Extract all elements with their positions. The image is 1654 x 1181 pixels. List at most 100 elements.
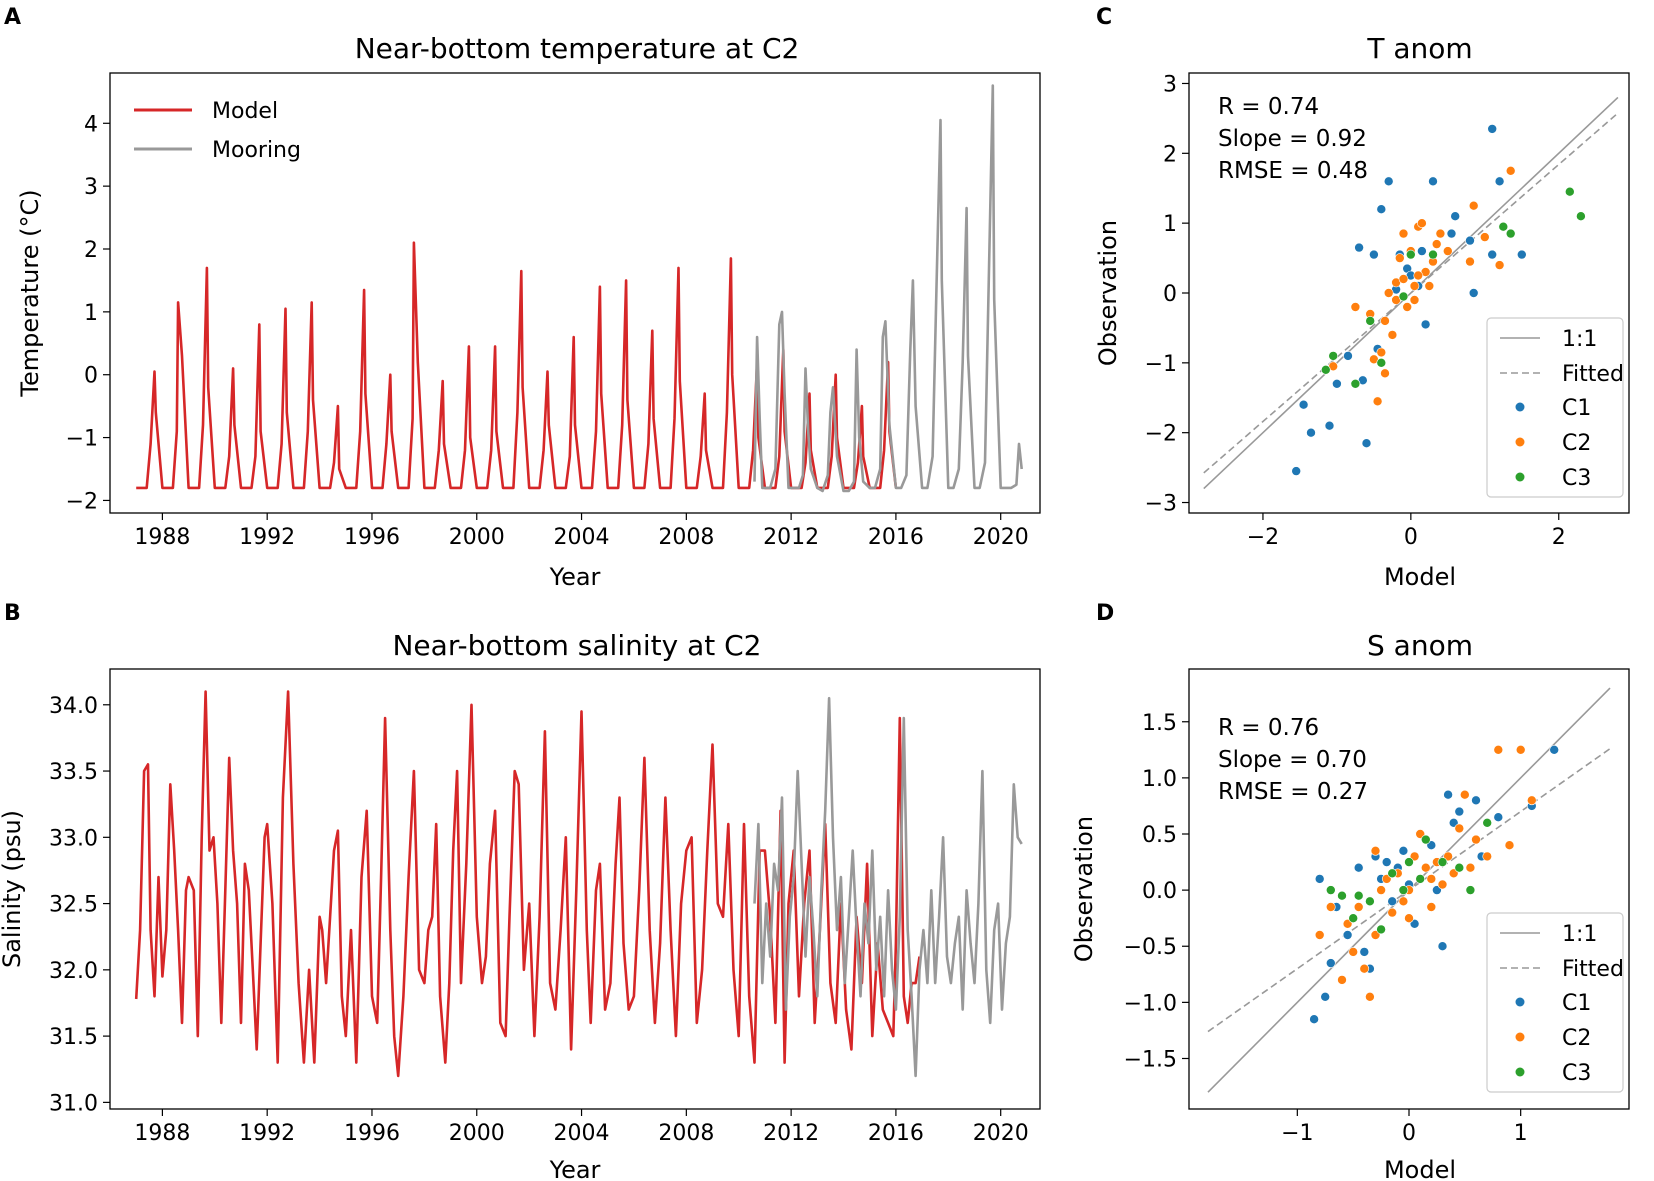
y-tick-label-d: −1.5 <box>1124 1047 1177 1072</box>
scatter-point-c1-d <box>1314 874 1325 884</box>
scatter-point-c2-d <box>1515 744 1526 755</box>
scatter-point-c1-d <box>1381 857 1392 867</box>
scatter-point-c2-c <box>1409 295 1420 305</box>
scatter-point-c1-c <box>1376 204 1387 214</box>
scatter-point-c2-d <box>1365 991 1375 1002</box>
one-to-one-line-c <box>1203 96 1619 490</box>
scatter-point-c3-c <box>1328 351 1338 361</box>
y-tick-label-b: 34.0 <box>49 694 98 719</box>
stats-box-c: R = 0.74 Slope = 0.92 RMSE = 0.48 <box>1218 94 1368 184</box>
scatter-point-c1-c <box>1332 378 1342 389</box>
scatter-point-c2-c <box>1465 256 1475 267</box>
x-tick-label-b: 2012 <box>763 1121 819 1146</box>
y-tick-label-b: 32.5 <box>49 893 98 918</box>
scatter-point-c2-c <box>1409 281 1420 291</box>
scatter-point-c2-c <box>1435 228 1446 239</box>
x-tick-label-b: 2020 <box>973 1121 1029 1146</box>
scatter-point-c2-d <box>1398 896 1409 907</box>
x-tick-label-d: 1 <box>1514 1121 1528 1146</box>
series-line-model-a <box>136 241 898 490</box>
y-tick-label-d: −0.5 <box>1124 935 1177 960</box>
scatter-point-c1-c <box>1383 176 1394 187</box>
scatter-point-c2-d <box>1409 851 1420 862</box>
stat-rmse-c: RMSE = 0.48 <box>1218 158 1368 184</box>
legend-box-d <box>1486 912 1624 1093</box>
stat-r-d: R = 0.76 <box>1218 715 1319 741</box>
y-tick-label-a: −2 <box>66 489 98 514</box>
scatter-point-c1-c <box>1446 228 1457 239</box>
y-tick-label-c: 0 <box>1163 282 1177 307</box>
x-tick-label-b: 2004 <box>554 1121 610 1146</box>
legend-c: 1:1 Fitted C1 C2 C3 <box>1486 317 1624 498</box>
series-layer-a <box>136 84 1023 493</box>
scatter-point-c1-c <box>1450 211 1460 221</box>
x-tick-label-b: 1996 <box>344 1121 400 1146</box>
legend-label-fitted-d: Fitted <box>1562 957 1624 982</box>
y-tick-label-c: 3 <box>1163 72 1177 97</box>
scatter-point-c3-c <box>1321 364 1331 375</box>
scatter-point-c3-d <box>1387 868 1397 879</box>
y-tick-label-c: 1 <box>1163 212 1177 237</box>
legend-marker-c3-c <box>1515 472 1525 482</box>
legend-box-c <box>1486 317 1624 498</box>
x-tick-label-d: 0 <box>1402 1121 1416 1146</box>
scatter-point-c2-d <box>1443 851 1453 862</box>
scatter-point-c1-c <box>1487 124 1497 134</box>
x-tick-label-b: 2008 <box>658 1121 714 1146</box>
scatter-point-c1-c <box>1306 427 1316 438</box>
scatter-point-c1-d <box>1309 1014 1319 1025</box>
x-tick-label-a: 1988 <box>134 525 190 550</box>
panel-letter-d: D <box>1096 601 1114 626</box>
scatter-point-c1-c <box>1428 176 1438 187</box>
scatter-point-c2-d <box>1370 845 1381 856</box>
scatter-point-c3-c <box>1365 316 1375 326</box>
scatter-point-c1-d <box>1493 812 1504 823</box>
scatter-point-c2-c <box>1387 330 1398 340</box>
scatter-point-c3-d <box>1326 885 1336 895</box>
plot-frame-c <box>1188 72 1630 514</box>
scatter-point-c3-d <box>1421 834 1431 845</box>
scatter-point-c2-d <box>1314 930 1325 940</box>
chart-title-b: Near-bottom salinity at C2 <box>392 629 761 662</box>
series-layer-c <box>1203 96 1619 490</box>
scatter-point-c2-d <box>1404 913 1414 924</box>
scatter-point-c2-d <box>1460 789 1470 800</box>
scatter-point-c1-c <box>1354 242 1364 253</box>
scatter-point-c1-c <box>1487 249 1497 260</box>
scatter-point-c2-c <box>1395 253 1405 263</box>
y-axis-label-c: Observation <box>1094 220 1122 366</box>
scatter-point-c3-d <box>1353 890 1364 901</box>
series-line-mooring-b <box>753 696 1023 1078</box>
scatter-point-c2-c <box>1380 316 1390 326</box>
panel-b-salinity-chart: Near-bottom salinity at C2 1988 1992 1996 2… <box>0 629 1041 1181</box>
scatter-point-c3-d <box>1482 817 1492 828</box>
scatter-point-c2-c <box>1480 232 1490 242</box>
y-tick-label-b: 33.5 <box>49 760 98 785</box>
scatter-point-c2-c <box>1372 396 1383 407</box>
y-tick-label-d: 1.5 <box>1142 711 1177 736</box>
x-tick-label-a: 2012 <box>763 525 819 550</box>
scatter-point-c1-d <box>1387 896 1397 907</box>
legend-label-model: Model <box>212 99 278 124</box>
legend-label-c3-c: C3 <box>1562 466 1591 491</box>
fitted-line-c <box>1203 112 1619 474</box>
y-axis-label-a: Temperature (°C) <box>16 189 44 397</box>
scatter-point-c1-d <box>1398 845 1409 856</box>
scatter-point-c1-d <box>1454 806 1465 817</box>
y-tick-label-a: 4 <box>84 112 98 137</box>
scatter-point-c3-c <box>1576 211 1586 221</box>
scatter-point-c1-c <box>1343 351 1353 361</box>
scatter-point-c3-d <box>1337 890 1347 901</box>
x-tick-label-a: 2000 <box>449 525 505 550</box>
chart-title-c: T anom <box>1366 32 1472 65</box>
scatter-point-c2-c <box>1468 200 1479 211</box>
scatter-point-c1-d <box>1353 862 1364 873</box>
legend-label-c1-c: C1 <box>1562 396 1591 421</box>
y-tick-label-d: 0.5 <box>1142 823 1177 848</box>
scatter-point-c3-d <box>1348 913 1358 924</box>
scatter-point-c2-c <box>1380 368 1390 379</box>
panel-letter-a: A <box>4 5 21 30</box>
scatter-point-c1-c <box>1465 235 1475 246</box>
scatter-point-c1-c <box>1468 288 1479 298</box>
